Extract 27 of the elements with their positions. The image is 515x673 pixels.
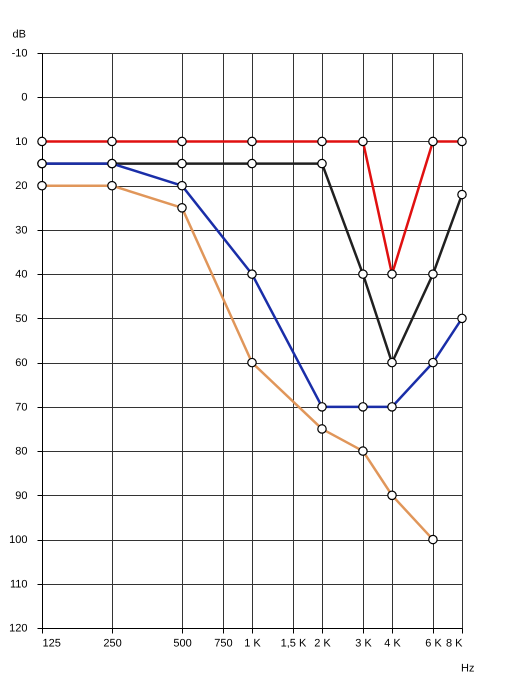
y-tick-label: 10 xyxy=(15,136,28,148)
y-tick-label: 50 xyxy=(15,312,28,325)
y-tick-label: 20 xyxy=(15,180,28,192)
y-axis-title: dB xyxy=(12,28,26,40)
y-tick-label: 90 xyxy=(15,490,28,502)
y-tick-label: 70 xyxy=(15,401,28,414)
y-tick-label: 40 xyxy=(15,268,28,281)
y-tick-label: -10 xyxy=(12,48,28,60)
x-tick-label: 4 K xyxy=(384,638,402,650)
x-tick-label: 3 K xyxy=(355,638,372,650)
y-tick-label: 60 xyxy=(15,357,28,370)
x-tick-label: 125 xyxy=(42,638,61,650)
y-tick-label: 110 xyxy=(10,578,28,590)
x-tick-label: 1 K xyxy=(244,638,262,650)
y-tick-label: 30 xyxy=(15,224,28,236)
x-tick-label: 2 K xyxy=(314,638,332,650)
x-axis-title: Hz xyxy=(461,662,474,673)
y-tick-label: 100 xyxy=(9,534,28,546)
x-tick-label: 8 K xyxy=(446,638,464,650)
x-tick-label: 500 xyxy=(173,638,192,650)
y-tick-label: 80 xyxy=(15,446,28,458)
x-tick-label: 1,5 K xyxy=(280,638,307,650)
y-tick-label: 0 xyxy=(21,92,28,104)
y-tick-label: 120 xyxy=(9,622,28,634)
x-tick-label: 6 K xyxy=(425,638,442,650)
x-tick-label: 750 xyxy=(214,638,233,650)
x-tick-label: 250 xyxy=(103,638,122,650)
